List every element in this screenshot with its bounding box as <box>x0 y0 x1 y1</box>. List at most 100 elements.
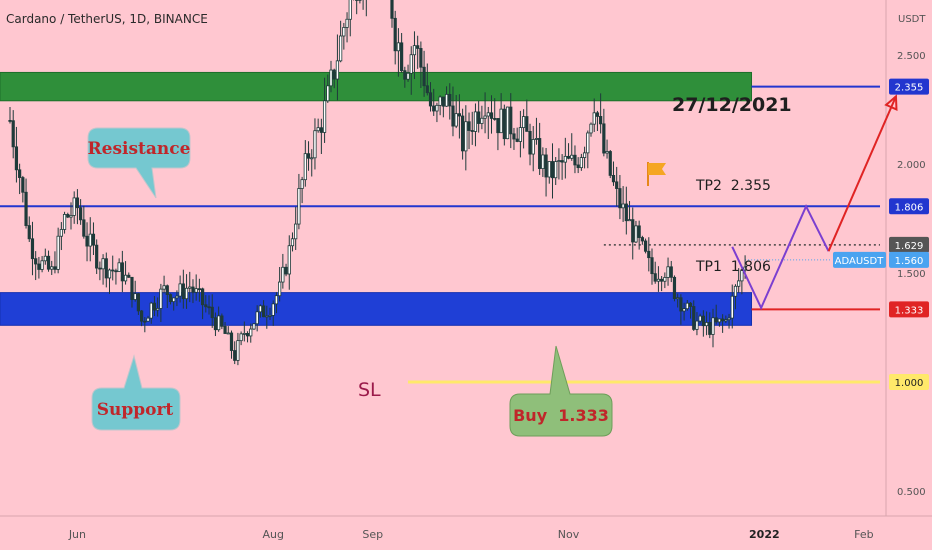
candle <box>518 127 522 142</box>
candle <box>541 154 545 169</box>
candle <box>159 288 163 309</box>
candle <box>127 274 131 278</box>
candle <box>242 333 246 335</box>
candle <box>672 276 677 299</box>
candle <box>438 96 442 106</box>
resistance-callout[interactable]: Resistance <box>87 127 191 199</box>
candle <box>560 160 564 163</box>
candle <box>627 219 632 222</box>
support-callout[interactable]: Support <box>91 354 181 431</box>
candle <box>656 278 661 282</box>
candle <box>599 116 603 125</box>
candle <box>477 111 481 124</box>
candle <box>432 105 436 112</box>
candle <box>721 318 725 322</box>
candle <box>631 219 635 243</box>
projection-up-arrow <box>827 96 897 252</box>
candle <box>322 100 327 133</box>
candle <box>34 258 38 265</box>
candle <box>168 294 173 302</box>
symbol-badge <box>833 251 886 268</box>
candle <box>695 320 699 330</box>
candle <box>573 154 577 166</box>
price-badge <box>889 198 929 215</box>
candle <box>43 255 47 262</box>
candle <box>265 315 269 318</box>
price-badge <box>889 236 929 253</box>
candle <box>400 42 404 72</box>
candle <box>412 45 417 56</box>
candle <box>27 225 31 240</box>
resistance-label: Resistance <box>88 139 191 159</box>
candle <box>743 266 747 271</box>
candle <box>701 315 705 327</box>
candle <box>181 283 185 300</box>
candle <box>448 93 452 107</box>
candle <box>278 281 282 297</box>
candle <box>30 238 35 260</box>
x-axis[interactable]: JunAugSepNov2022FebApr <box>68 528 932 541</box>
candle <box>332 69 336 80</box>
candle <box>557 160 561 163</box>
projection-zigzag <box>731 203 830 311</box>
candle <box>554 161 558 179</box>
support-zone[interactable] <box>0 292 753 326</box>
candle <box>470 130 474 132</box>
currency-label: USDT <box>898 14 926 25</box>
candle <box>165 285 169 295</box>
candle <box>236 340 240 361</box>
buy-callout[interactable]: Buy 1.333 <box>509 345 613 437</box>
candle <box>348 0 352 20</box>
candle <box>290 238 295 247</box>
candle <box>233 350 237 361</box>
candle <box>496 118 500 134</box>
candle <box>390 0 394 19</box>
candle <box>660 278 664 282</box>
candle <box>595 112 600 117</box>
candle <box>669 266 673 278</box>
candle <box>416 45 420 49</box>
candle <box>740 269 744 282</box>
candle <box>178 283 182 297</box>
candle <box>547 161 551 178</box>
candle <box>329 69 333 87</box>
y-tick-label: 2.000 <box>897 160 926 171</box>
candle <box>444 93 449 107</box>
candle <box>454 113 458 127</box>
candle <box>101 258 105 270</box>
candle <box>409 54 413 74</box>
price-badge <box>889 301 929 318</box>
price-badge-label: 1.000 <box>895 378 924 389</box>
candle <box>188 286 192 289</box>
candle <box>618 188 622 209</box>
candle <box>14 146 19 171</box>
candle <box>133 293 137 300</box>
candle <box>130 276 134 300</box>
candle <box>682 308 686 312</box>
candle <box>393 17 397 52</box>
candle <box>37 263 41 270</box>
candle <box>493 118 497 120</box>
candle <box>425 85 429 94</box>
candle <box>464 121 468 152</box>
candle <box>647 250 651 259</box>
candle <box>576 164 580 169</box>
candle <box>717 318 722 323</box>
flag-icon <box>647 162 666 186</box>
candle <box>538 138 542 169</box>
price-badges: 2.355 1.806 1.629 1.560 ADAUSDT 1.333 1.000 <box>833 78 929 390</box>
candle <box>688 302 693 307</box>
price-badge <box>889 374 929 390</box>
price-badge <box>889 251 929 268</box>
candle <box>287 245 291 275</box>
candle <box>220 315 224 327</box>
candle <box>271 303 275 316</box>
candle <box>566 155 571 159</box>
support-label: Support <box>97 400 174 420</box>
candle <box>525 116 529 132</box>
resistance-zone[interactable] <box>0 71 753 102</box>
candle <box>534 138 539 140</box>
candle <box>156 308 160 311</box>
candle <box>582 152 587 158</box>
